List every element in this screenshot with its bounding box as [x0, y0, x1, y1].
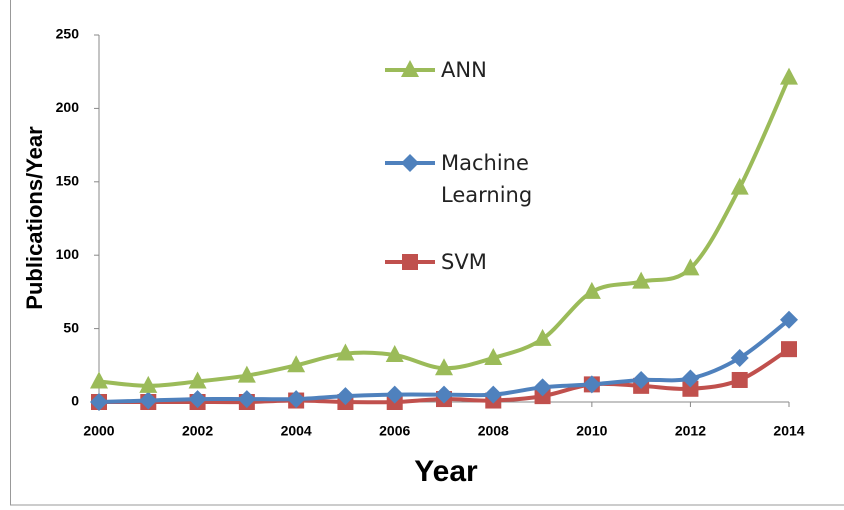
data-point	[385, 385, 404, 404]
data-point	[730, 348, 749, 367]
y-tick-label: 100	[56, 246, 80, 262]
series-line	[98, 76, 791, 388]
legend-marker	[401, 154, 419, 172]
data-point	[533, 328, 552, 346]
x-tick-label: 2006	[379, 423, 410, 439]
y-tick-label: 200	[56, 99, 80, 115]
legend-marker	[401, 60, 419, 77]
frame	[10, 0, 844, 506]
x-tick-label: 2012	[675, 423, 706, 439]
data-point	[731, 371, 748, 388]
data-point	[90, 371, 108, 389]
data-point	[632, 271, 651, 289]
data-point	[188, 390, 207, 409]
x-tick-label: 2002	[182, 423, 213, 439]
x-axis-title: Year	[414, 455, 478, 488]
y-tick-label: 250	[56, 26, 80, 42]
data-point	[90, 393, 108, 411]
data-point	[188, 371, 207, 389]
data-point	[682, 380, 699, 397]
legend-marker	[402, 254, 418, 270]
data-point	[781, 341, 797, 358]
data-point	[287, 390, 306, 409]
data-point	[336, 387, 355, 406]
y-tick-label: 0	[71, 393, 79, 409]
x-tick-label: 2000	[83, 423, 114, 439]
data-point	[435, 358, 453, 376]
x-tick-label: 2010	[576, 423, 607, 439]
legend-label: SVM	[441, 250, 487, 274]
data-point	[385, 345, 404, 363]
data-point	[582, 375, 601, 394]
data-point	[730, 177, 749, 195]
data-point	[780, 310, 798, 329]
data-point	[287, 355, 306, 373]
y-axis-title: Publications/Year	[22, 126, 47, 310]
data-point	[336, 343, 355, 361]
y-tick-label: 50	[63, 319, 79, 335]
data-point	[484, 347, 503, 365]
y-tick-label: 150	[56, 173, 80, 189]
data-point	[484, 385, 503, 404]
data-point	[435, 385, 453, 404]
data-point	[237, 390, 256, 409]
data-point	[681, 369, 700, 388]
data-point	[139, 391, 158, 410]
legend-label: Machine Learning	[441, 151, 533, 207]
data-point	[632, 370, 651, 389]
data-point	[533, 378, 552, 397]
data-point	[237, 365, 256, 383]
data-point	[780, 67, 798, 85]
data-point	[681, 258, 700, 276]
x-tick-label: 2004	[281, 423, 312, 439]
legend-label: ANN	[441, 58, 487, 82]
data-point	[139, 375, 158, 393]
x-tick-label: 2008	[478, 423, 509, 439]
data-point	[582, 281, 601, 299]
x-tick-label: 2014	[773, 423, 804, 439]
